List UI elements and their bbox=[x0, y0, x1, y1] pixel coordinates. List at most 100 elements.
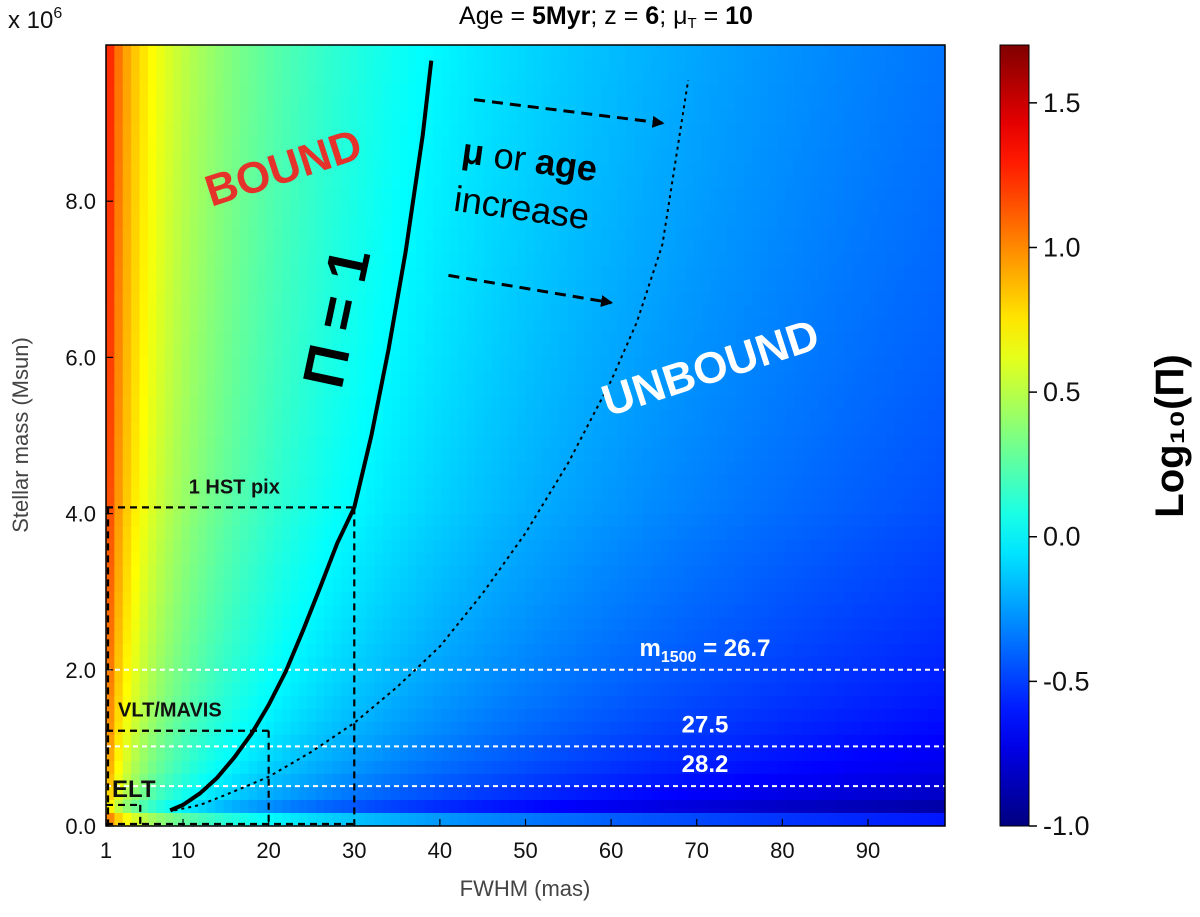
heatmap-cell bbox=[391, 370, 401, 385]
heatmap-cell bbox=[324, 669, 334, 684]
heatmap-cell bbox=[642, 344, 652, 358]
heatmap-cell bbox=[156, 409, 166, 424]
heatmap-cell bbox=[240, 370, 250, 385]
heatmap-cell bbox=[366, 643, 376, 658]
heatmap-cell bbox=[231, 149, 241, 163]
heatmap-cell bbox=[106, 669, 115, 684]
heatmap-cell bbox=[483, 357, 493, 372]
heatmap-cell bbox=[324, 448, 334, 463]
heatmap-cell bbox=[122, 487, 132, 502]
heatmap-cell bbox=[458, 604, 468, 619]
heatmap-cell bbox=[231, 669, 241, 684]
heatmap-cell bbox=[701, 474, 711, 489]
title-mu-subscript: T bbox=[687, 15, 696, 32]
heatmap-cell bbox=[701, 630, 711, 645]
heatmap-cell bbox=[307, 201, 317, 215]
heatmap-cell bbox=[869, 357, 879, 372]
heatmap-cell bbox=[106, 253, 115, 267]
heatmap-cell bbox=[634, 578, 644, 593]
heatmap-cell bbox=[273, 253, 283, 267]
heatmap-cell bbox=[131, 253, 141, 267]
heatmap-cell bbox=[903, 45, 913, 59]
heatmap-cell bbox=[248, 58, 258, 72]
heatmap-cell bbox=[676, 344, 686, 358]
heatmap-cell bbox=[542, 58, 552, 72]
heatmap-cell bbox=[752, 422, 762, 437]
heatmap-cell bbox=[903, 162, 913, 176]
heatmap-cell bbox=[567, 565, 577, 580]
heatmap-cell bbox=[785, 305, 795, 319]
heatmap-cell bbox=[408, 617, 418, 632]
heatmap-cell bbox=[894, 266, 904, 280]
heatmap-cell bbox=[559, 461, 569, 476]
heatmap-cell bbox=[819, 305, 829, 319]
heatmap-cell bbox=[416, 656, 426, 671]
heatmap-cell bbox=[693, 539, 703, 554]
heatmap-cell bbox=[215, 188, 225, 202]
heatmap-cell bbox=[819, 435, 829, 450]
heatmap-cell bbox=[609, 123, 619, 137]
heatmap-cell bbox=[147, 318, 157, 332]
heatmap-cell bbox=[701, 318, 711, 332]
heatmap-cell bbox=[391, 383, 401, 398]
heatmap-cell bbox=[869, 71, 879, 85]
heatmap-cell bbox=[710, 630, 720, 645]
heatmap-cell bbox=[542, 123, 552, 137]
heatmap-cell bbox=[206, 318, 216, 332]
heatmap-cell bbox=[424, 448, 434, 463]
heatmap-cell bbox=[810, 422, 820, 437]
heatmap-cell bbox=[449, 136, 459, 150]
heatmap-cell bbox=[231, 253, 241, 267]
heatmap-cell bbox=[810, 110, 820, 124]
heatmap-cell bbox=[903, 240, 913, 254]
heatmap-cell bbox=[475, 318, 485, 332]
heatmap-cell bbox=[298, 630, 308, 645]
heatmap-cell bbox=[198, 474, 208, 489]
heatmap-cell bbox=[575, 461, 585, 476]
heatmap-cell bbox=[777, 175, 787, 189]
heatmap-cell bbox=[626, 279, 636, 293]
heatmap-cell bbox=[919, 396, 929, 411]
heatmap-cell bbox=[198, 682, 208, 697]
heatmap-cell bbox=[399, 149, 409, 163]
heatmap-cell bbox=[458, 630, 468, 645]
heatmap-cell bbox=[869, 97, 879, 111]
heatmap-cell bbox=[735, 253, 745, 267]
heatmap-cell bbox=[559, 292, 569, 306]
heatmap-cell bbox=[877, 565, 887, 580]
heatmap-cell bbox=[315, 97, 325, 111]
heatmap-cell bbox=[827, 58, 837, 72]
heatmap-cell bbox=[399, 266, 409, 280]
heatmap-cell bbox=[810, 552, 820, 567]
heatmap-cell bbox=[458, 149, 468, 163]
heatmap-cell bbox=[257, 240, 267, 254]
heatmap-cell bbox=[844, 344, 854, 358]
heatmap-cell bbox=[198, 383, 208, 398]
heatmap-cell bbox=[139, 396, 149, 411]
heatmap-cell bbox=[257, 513, 267, 528]
heatmap-cell bbox=[181, 656, 191, 671]
heatmap-cell bbox=[189, 565, 199, 580]
heatmap-cell bbox=[911, 578, 921, 593]
heatmap-cell bbox=[852, 383, 862, 398]
heatmap-cell bbox=[793, 474, 803, 489]
heatmap-cell bbox=[752, 97, 762, 111]
heatmap-cell bbox=[525, 58, 535, 72]
heatmap-cell bbox=[106, 409, 115, 424]
heatmap-cell bbox=[223, 396, 233, 411]
heatmap-cell bbox=[424, 500, 434, 515]
heatmap-cell bbox=[877, 526, 887, 541]
heatmap-cell bbox=[382, 45, 392, 59]
heatmap-cell bbox=[307, 240, 317, 254]
heatmap-cell bbox=[475, 617, 485, 632]
heatmap-cell bbox=[693, 409, 703, 424]
heatmap-cell bbox=[106, 58, 115, 72]
heatmap-cell bbox=[735, 500, 745, 515]
heatmap-cell bbox=[173, 630, 183, 645]
heatmap-cell bbox=[441, 97, 451, 111]
heatmap-cell bbox=[357, 500, 367, 515]
heatmap-cell bbox=[768, 526, 778, 541]
heatmap-cell bbox=[391, 344, 401, 358]
heatmap-cell bbox=[710, 422, 720, 437]
heatmap-cell bbox=[441, 669, 451, 684]
